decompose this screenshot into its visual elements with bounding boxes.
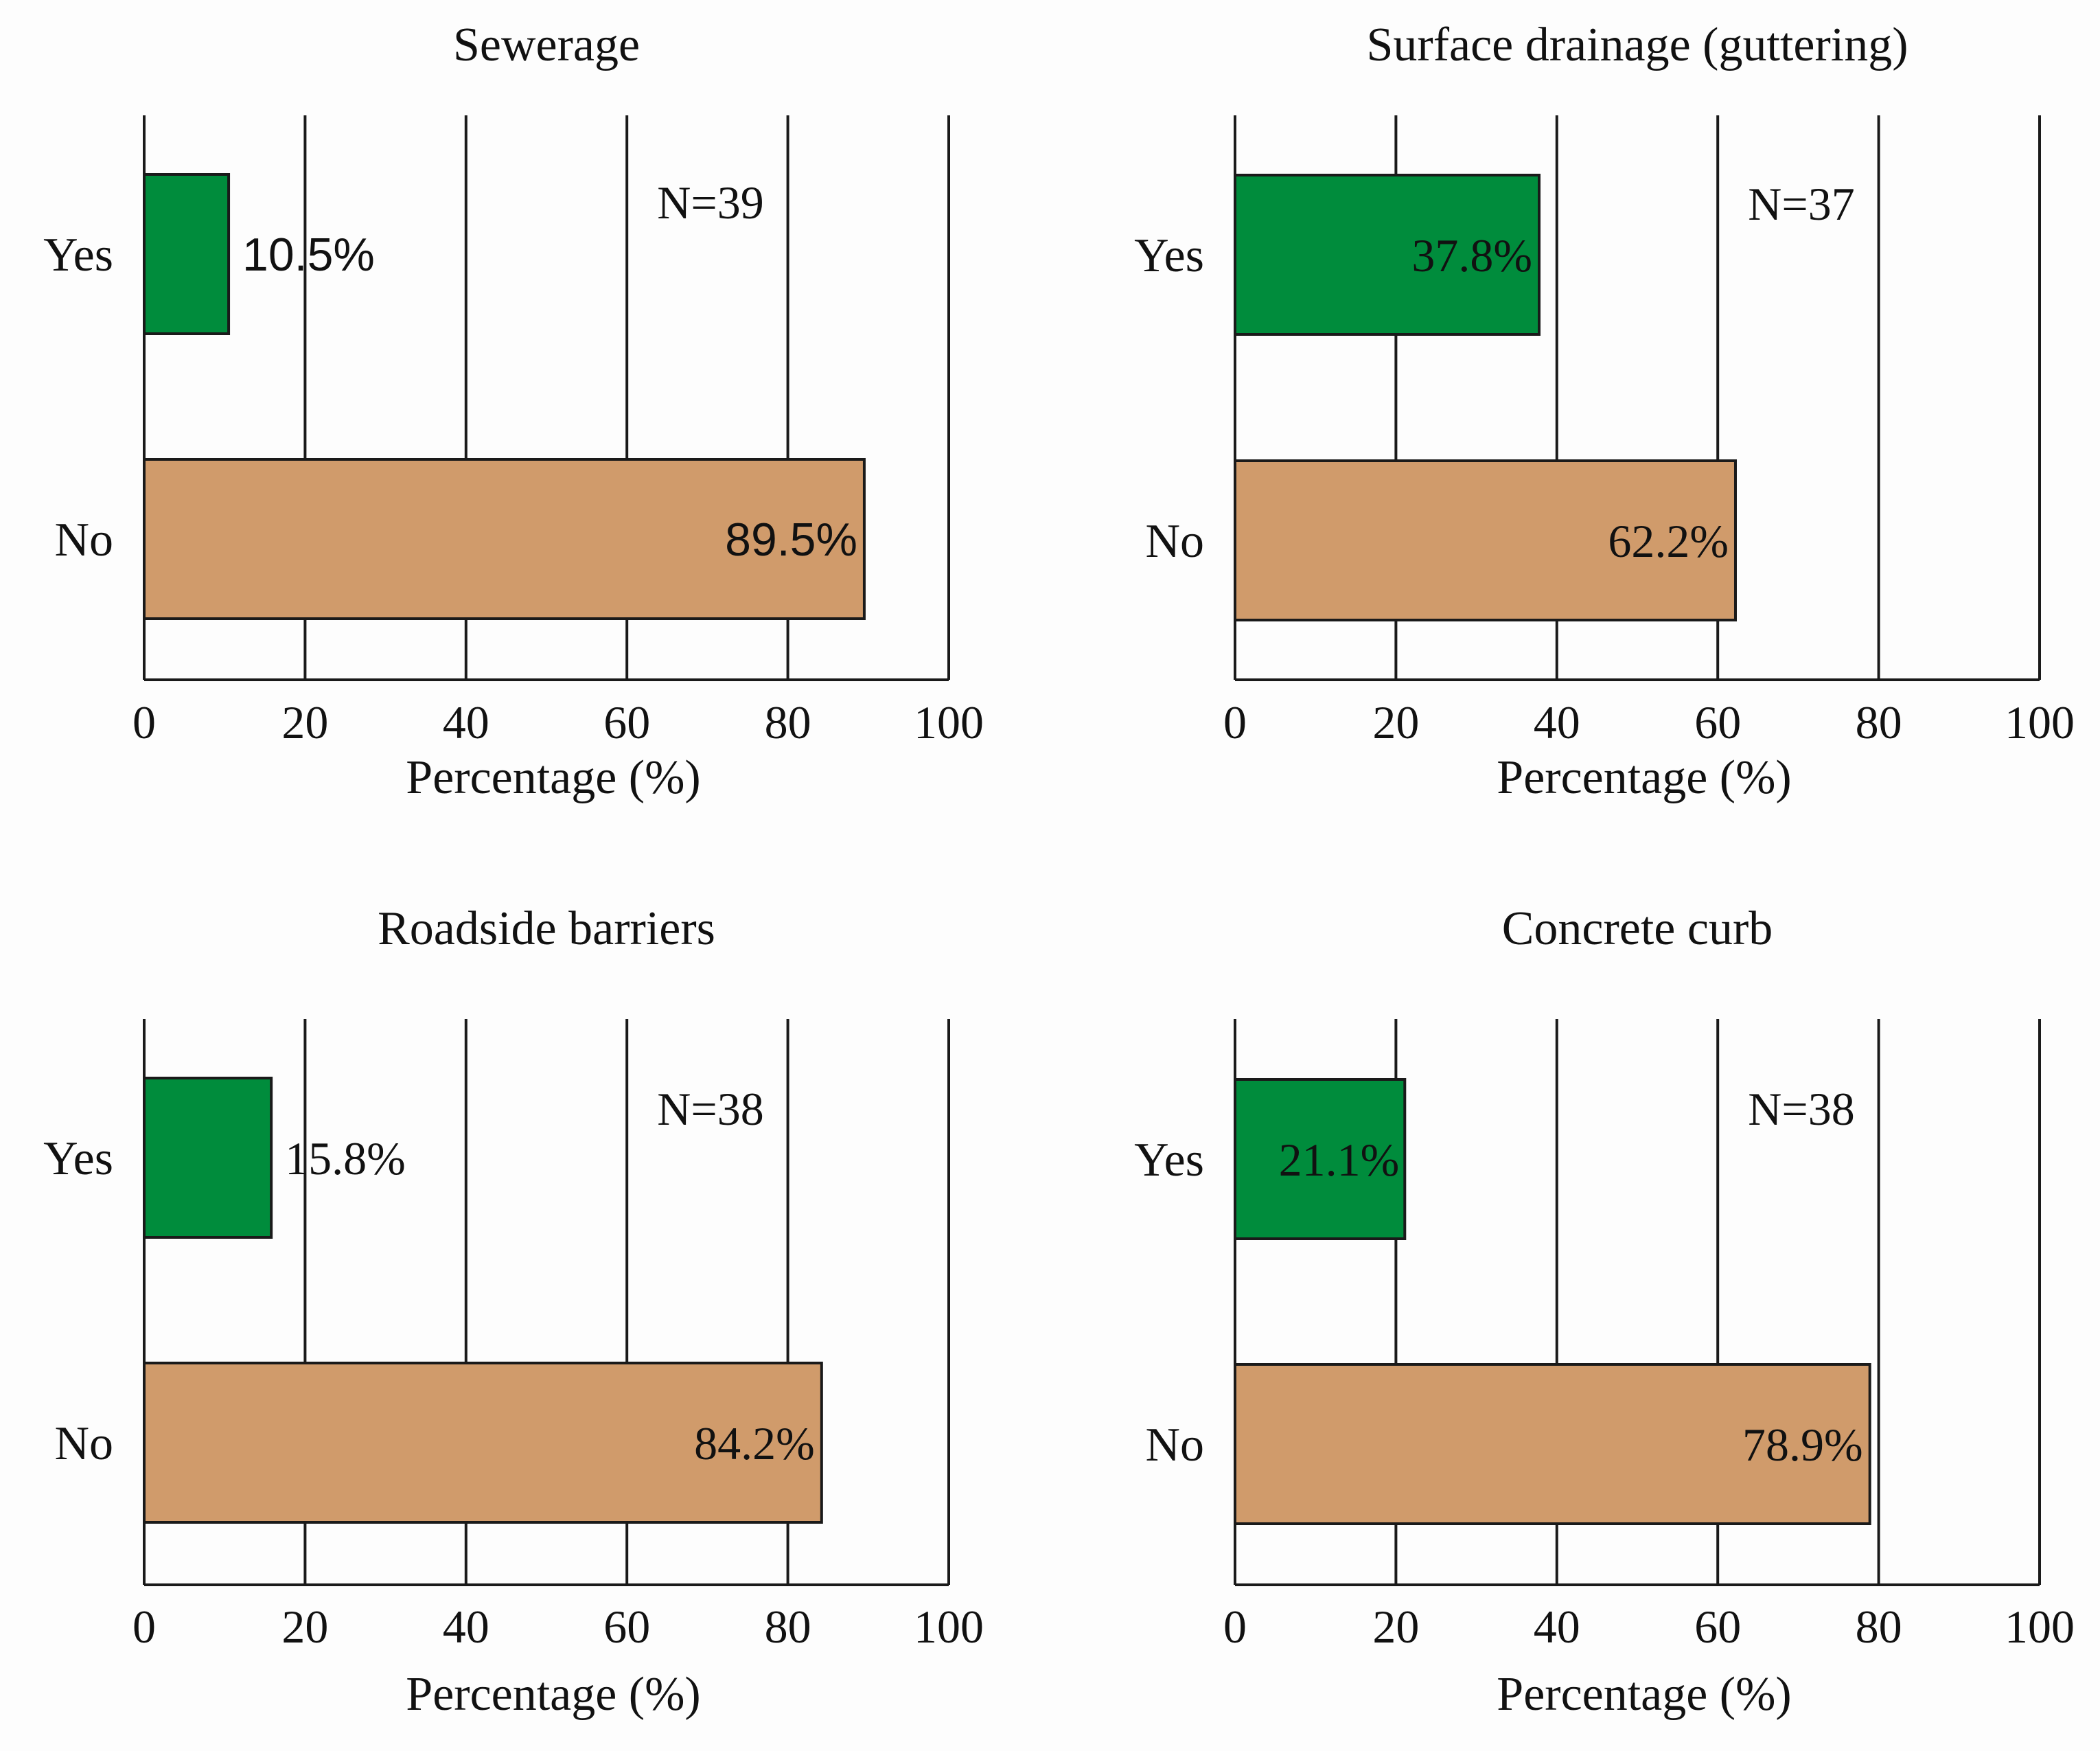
bar-no — [143, 458, 866, 620]
x-tick-label: 0 — [132, 696, 156, 748]
bar-no — [1234, 459, 1737, 621]
x-tick-label: 60 — [1694, 696, 1741, 748]
x-tick-label: 80 — [1856, 696, 1902, 748]
x-tick-label: 20 — [281, 696, 328, 748]
chart-title: Sewerage — [453, 19, 640, 71]
chart-title: Roadside barriers — [378, 902, 715, 955]
x-tick-label: 100 — [914, 696, 984, 748]
x-tick-label: 40 — [1534, 1601, 1580, 1653]
category-label-yes: Yes — [43, 1132, 113, 1185]
data-label-yes: 37.8% — [1411, 229, 1532, 282]
x-tick-label: 20 — [1372, 1601, 1419, 1653]
category-label-yes: Yes — [43, 229, 113, 282]
category-label-no: No — [1145, 515, 1204, 568]
bar-yes — [143, 1077, 273, 1239]
sample-size-label: N=39 — [657, 176, 763, 229]
x-axis-label: Percentage (%) — [1497, 751, 1791, 804]
x-axis-label: Percentage (%) — [406, 1668, 700, 1721]
chart-title: Surface drainage (guttering) — [1366, 19, 1908, 71]
data-label-no: 89.5% — [725, 514, 857, 566]
sample-size-label: N=38 — [657, 1083, 763, 1135]
x-tick-label: 40 — [443, 696, 489, 748]
data-label-yes: 21.1% — [1279, 1134, 1400, 1186]
chart-panel-sewerage: Sewerage Yes 10.5% No 89.5% N=39 0 20 40 60 80 100 P… — [43, 19, 984, 804]
x-tick-label: 0 — [132, 1601, 156, 1653]
x-axis-label: Percentage (%) — [406, 751, 700, 804]
sample-size-label: N=37 — [1748, 178, 1854, 230]
data-label-no: 78.9% — [1742, 1419, 1863, 1471]
x-tick-label: 0 — [1223, 1601, 1247, 1653]
category-label-no: No — [1145, 1419, 1204, 1472]
x-axis-label: Percentage (%) — [1497, 1668, 1791, 1721]
bar-no — [1234, 1363, 1871, 1525]
data-label-yes: 10.5% — [242, 229, 375, 281]
data-label-no: 62.2% — [1608, 515, 1729, 567]
x-tick-label: 100 — [914, 1601, 984, 1653]
bar-no — [143, 1362, 823, 1524]
x-tick-label: 60 — [1694, 1601, 1741, 1653]
sample-size-label: N=38 — [1748, 1083, 1854, 1135]
category-label-yes: Yes — [1134, 1134, 1204, 1187]
chart-panel-concrete-curb: Concrete curb Yes 21.1% No 78.9% N=38 0 20 40 60 8… — [1134, 902, 2075, 1721]
x-tick-label: 60 — [603, 696, 650, 748]
x-tick-label: 80 — [765, 696, 811, 748]
category-label-no: No — [54, 514, 113, 566]
data-label-no: 84.2% — [694, 1417, 815, 1469]
bar-yes — [1234, 1078, 1407, 1240]
x-tick-label: 20 — [1372, 696, 1419, 748]
x-tick-label: 20 — [281, 1601, 328, 1653]
x-tick-label: 100 — [2005, 696, 2075, 748]
chart-title: Concrete curb — [1502, 902, 1773, 955]
chart-panel-surface-drainage: Surface drainage (guttering) Yes 37.8% No 62… — [1134, 19, 2075, 804]
chart-panel-roadside-barriers: Roadside barriers Yes 15.8% No 84.2% N=38 0 20 4… — [43, 902, 984, 1721]
x-tick-label: 0 — [1223, 696, 1247, 748]
x-tick-label: 40 — [443, 1601, 489, 1653]
bar-yes — [1234, 174, 1541, 336]
x-tick-label: 60 — [603, 1601, 650, 1653]
x-tick-label: 40 — [1534, 696, 1580, 748]
category-label-yes: Yes — [1134, 229, 1204, 282]
category-label-no: No — [54, 1417, 113, 1470]
x-tick-label: 100 — [2005, 1601, 2075, 1653]
bar-yes — [143, 173, 231, 335]
data-label-yes: 15.8% — [285, 1132, 406, 1184]
x-tick-label: 80 — [1856, 1601, 1902, 1653]
x-tick-label: 80 — [765, 1601, 811, 1653]
